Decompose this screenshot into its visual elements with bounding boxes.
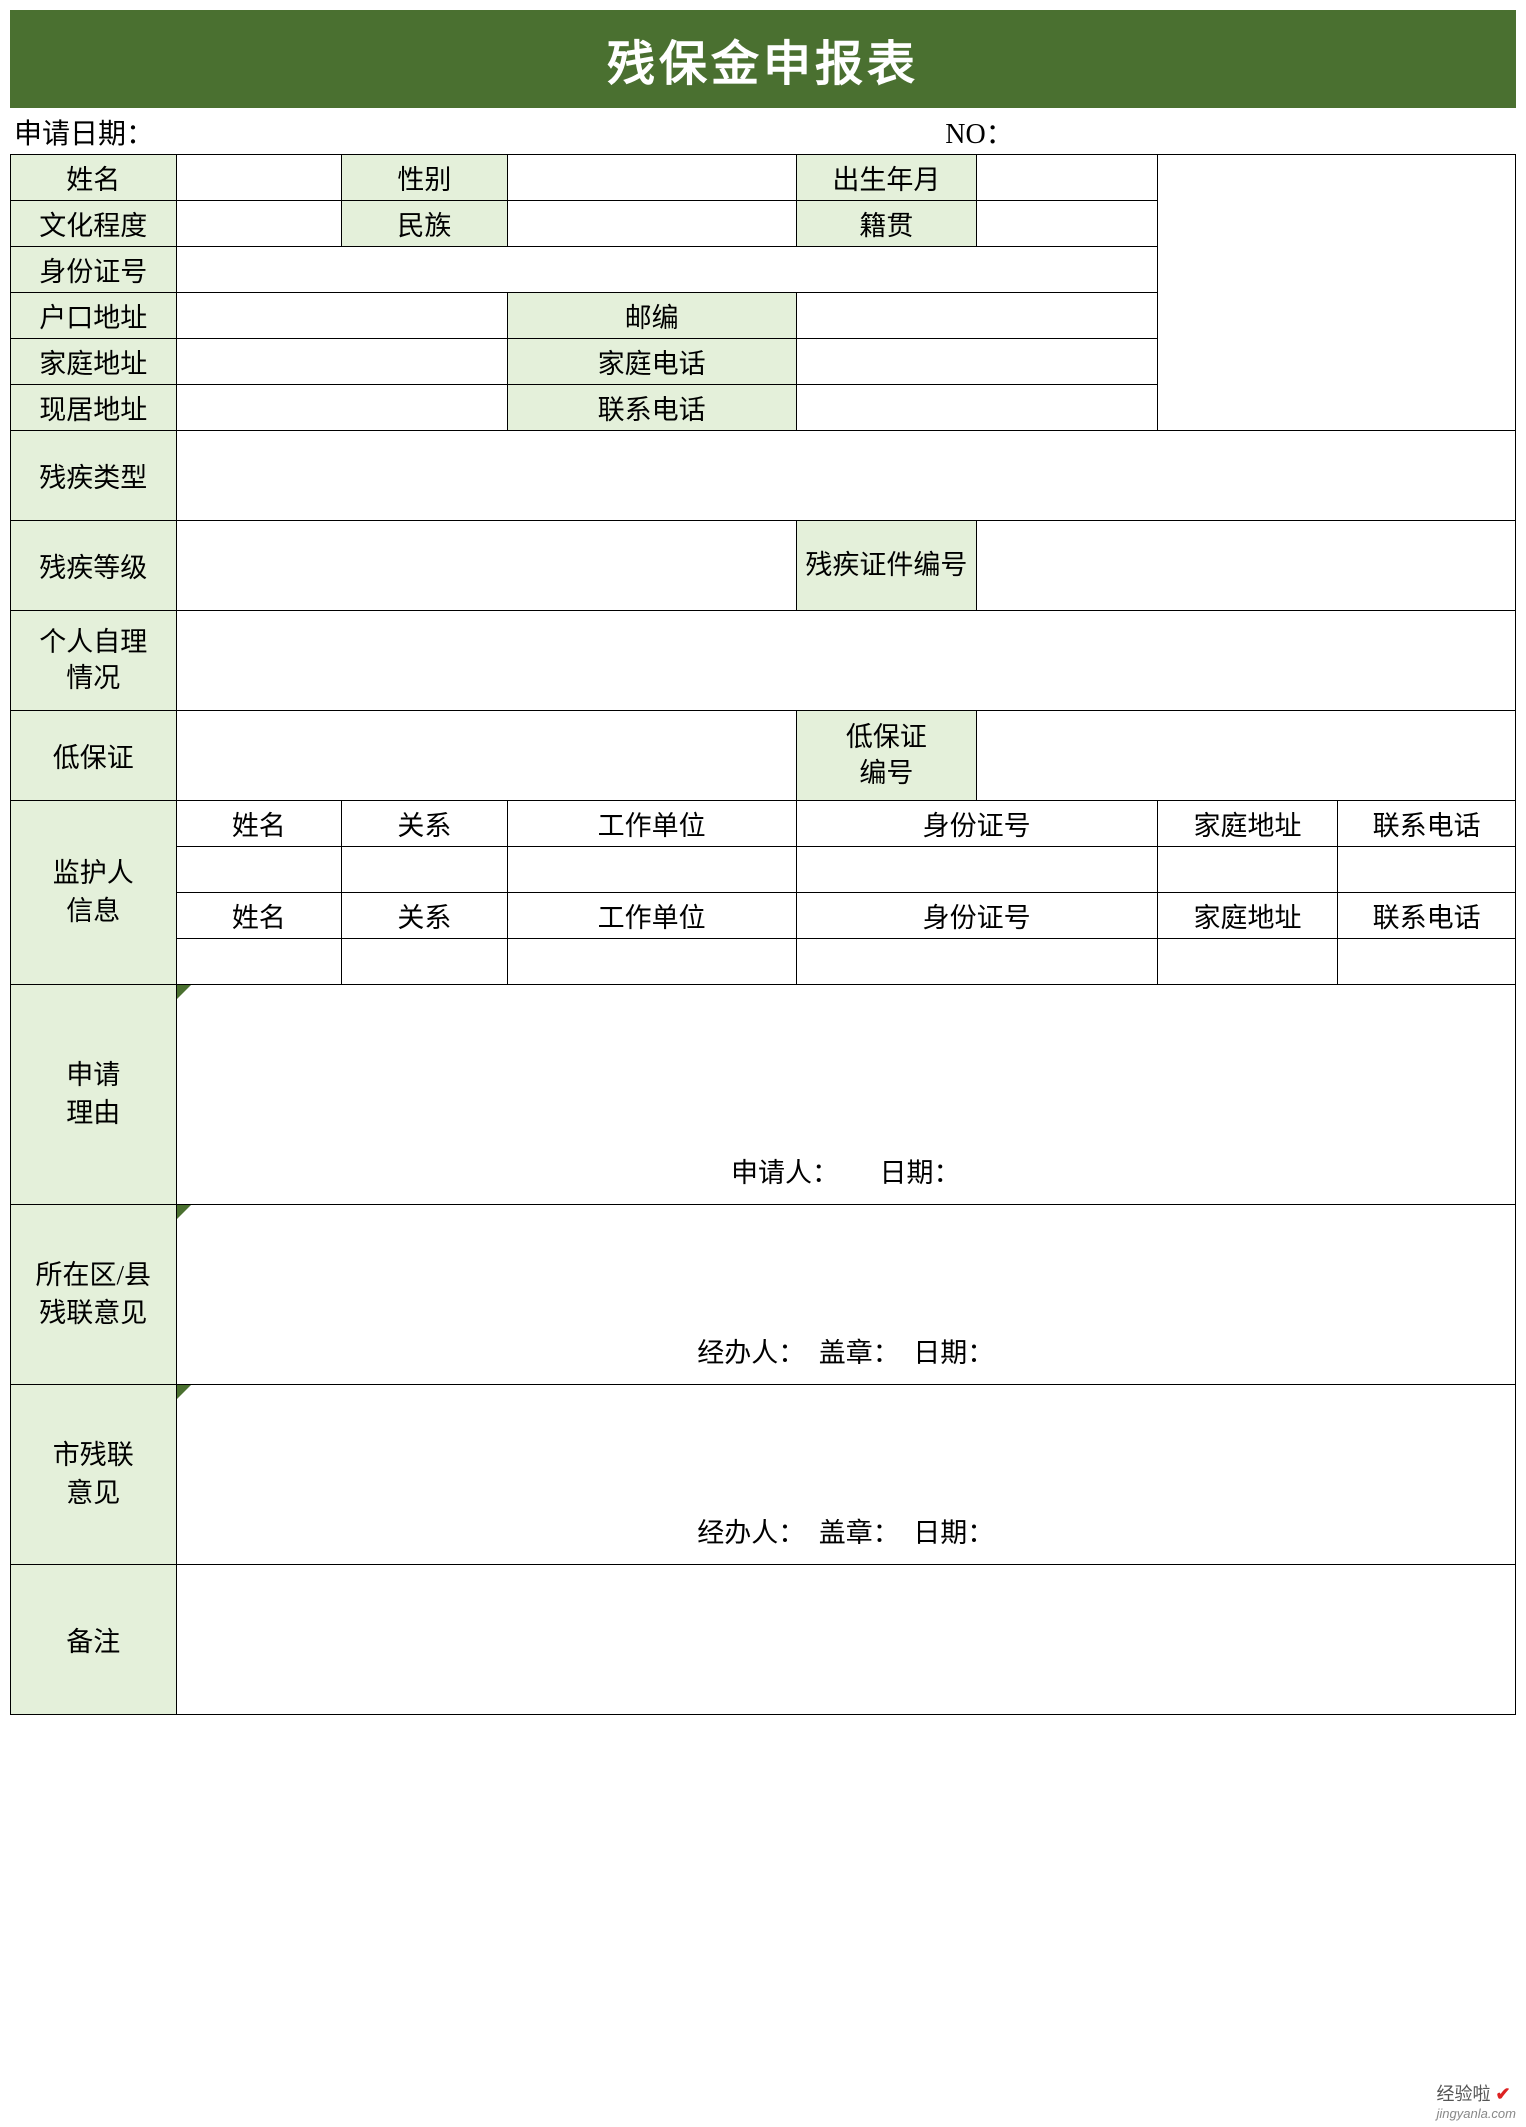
- photo-area: [1157, 155, 1515, 431]
- city-signature-line: 经办人： 盖章： 日期：: [177, 1511, 1515, 1550]
- watermark-domain: jingyanla.com: [1437, 2106, 1517, 2121]
- corner-marker-icon: [177, 1205, 191, 1219]
- label-gender: 性别: [342, 155, 508, 201]
- label-native-place: 籍贯: [796, 201, 977, 247]
- guardian-h-name-1: 姓名: [176, 801, 342, 847]
- label-district-opinion: 所在区/县残联意见: [11, 1205, 177, 1385]
- guardian2-name[interactable]: [176, 939, 342, 985]
- watermark: 经验啦 ✔ jingyanla.com: [1437, 2080, 1517, 2121]
- label-current-addr: 现居地址: [11, 385, 177, 431]
- label-self-care: 个人自理情况: [11, 611, 177, 711]
- label-education: 文化程度: [11, 201, 177, 247]
- guardian1-homeaddr[interactable]: [1157, 847, 1338, 893]
- guardian-h-phone-2: 联系电话: [1338, 893, 1516, 939]
- label-disability-type: 残疾类型: [11, 431, 177, 521]
- guardian-h-workplace-1: 工作单位: [507, 801, 796, 847]
- label-dibao: 低保证: [11, 711, 177, 801]
- guardian-h-relation-1: 关系: [342, 801, 508, 847]
- label-disability-level: 残疾等级: [11, 521, 177, 611]
- guardian1-phone[interactable]: [1338, 847, 1516, 893]
- value-disability-cert-no[interactable]: [977, 521, 1516, 611]
- label-ethnicity: 民族: [342, 201, 508, 247]
- label-id-number: 身份证号: [11, 247, 177, 293]
- guardian-h-name-2: 姓名: [176, 893, 342, 939]
- guardian-h-homeaddr-1: 家庭地址: [1157, 801, 1338, 847]
- value-district-opinion[interactable]: 经办人： 盖章： 日期：: [176, 1205, 1515, 1385]
- guardian1-workplace[interactable]: [507, 847, 796, 893]
- guardian1-relation[interactable]: [342, 847, 508, 893]
- guardian-h-relation-2: 关系: [342, 893, 508, 939]
- value-apply-reason[interactable]: 申请人： 日期：: [176, 985, 1515, 1205]
- value-id-number[interactable]: [176, 247, 1157, 293]
- applicant-signature-line: 申请人： 日期：: [177, 1151, 1515, 1190]
- guardian1-name[interactable]: [176, 847, 342, 893]
- value-current-addr[interactable]: [176, 385, 507, 431]
- guardian1-id[interactable]: [796, 847, 1157, 893]
- label-birth: 出生年月: [796, 155, 977, 201]
- value-dibao-no[interactable]: [977, 711, 1516, 801]
- label-city-opinion: 市残联意见: [11, 1385, 177, 1565]
- label-contact-phone: 联系电话: [507, 385, 796, 431]
- value-self-care[interactable]: [176, 611, 1515, 711]
- guardian2-workplace[interactable]: [507, 939, 796, 985]
- value-disability-level[interactable]: [176, 521, 796, 611]
- value-city-opinion[interactable]: 经办人： 盖章： 日期：: [176, 1385, 1515, 1565]
- guardian-h-id-2: 身份证号: [796, 893, 1157, 939]
- label-home-addr: 家庭地址: [11, 339, 177, 385]
- form-title: 残保金申报表: [10, 10, 1516, 108]
- check-icon: ✔: [1496, 2084, 1511, 2104]
- value-native-place[interactable]: [977, 201, 1158, 247]
- value-postcode[interactable]: [796, 293, 1157, 339]
- value-birth[interactable]: [977, 155, 1158, 201]
- watermark-brand: 经验啦: [1437, 2084, 1491, 2104]
- value-gender[interactable]: [507, 155, 796, 201]
- guardian-h-homeaddr-2: 家庭地址: [1157, 893, 1338, 939]
- apply-date-label: 申请日期：: [14, 112, 945, 152]
- value-disability-type[interactable]: [176, 431, 1515, 521]
- guardian-h-phone-1: 联系电话: [1338, 801, 1516, 847]
- value-dibao[interactable]: [176, 711, 796, 801]
- corner-marker-icon: [177, 985, 191, 999]
- label-name: 姓名: [11, 155, 177, 201]
- guardian-h-workplace-2: 工作单位: [507, 893, 796, 939]
- value-hukou-addr[interactable]: [176, 293, 507, 339]
- label-hukou-addr: 户口地址: [11, 293, 177, 339]
- value-home-addr[interactable]: [176, 339, 507, 385]
- guardian-h-id-1: 身份证号: [796, 801, 1157, 847]
- value-ethnicity[interactable]: [507, 201, 796, 247]
- guardian2-id[interactable]: [796, 939, 1157, 985]
- label-home-phone: 家庭电话: [507, 339, 796, 385]
- value-contact-phone[interactable]: [796, 385, 1157, 431]
- label-guardian-info: 监护人信息: [11, 801, 177, 985]
- label-dibao-no: 低保证编号: [796, 711, 977, 801]
- value-remark[interactable]: [176, 1565, 1515, 1715]
- value-education[interactable]: [176, 201, 342, 247]
- no-label: NO：: [945, 112, 1516, 152]
- label-disability-cert-no: 残疾证件编号: [796, 521, 977, 611]
- label-postcode: 邮编: [507, 293, 796, 339]
- label-remark: 备注: [11, 1565, 177, 1715]
- meta-row: 申请日期： NO：: [10, 108, 1516, 154]
- district-signature-line: 经办人： 盖章： 日期：: [177, 1331, 1515, 1370]
- corner-marker-icon: [177, 1385, 191, 1399]
- value-home-phone[interactable]: [796, 339, 1157, 385]
- value-name[interactable]: [176, 155, 342, 201]
- guardian2-phone[interactable]: [1338, 939, 1516, 985]
- guardian2-relation[interactable]: [342, 939, 508, 985]
- guardian2-homeaddr[interactable]: [1157, 939, 1338, 985]
- declaration-form: 姓名 性别 出生年月 文化程度 民族 籍贯 身份证号 户口地址 邮编: [10, 154, 1516, 1715]
- label-apply-reason: 申请理由: [11, 985, 177, 1205]
